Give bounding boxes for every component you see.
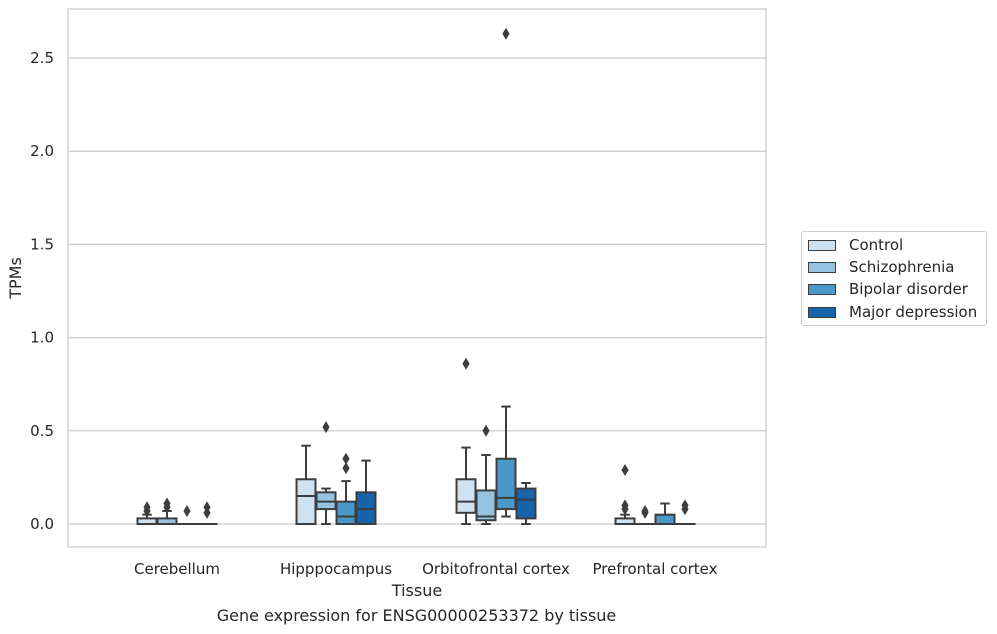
outlier-marker	[681, 499, 689, 512]
box	[335, 500, 357, 525]
legend-item-bipolar-disorder: Bipolar disorder	[808, 279, 968, 299]
x-tick-label: Hipppocampus	[280, 560, 392, 578]
box-group	[515, 481, 537, 525]
gridlines	[68, 57, 766, 525]
outlier-marker	[621, 463, 629, 476]
outlier-marker	[163, 497, 171, 510]
plot-area-frame	[67, 8, 767, 548]
legend-label-major-depression: Major depression	[849, 303, 978, 321]
legend: Control Schizophrenia Bipolar disorder M…	[801, 231, 987, 326]
outlier-marker	[322, 421, 330, 434]
legend-swatch-control	[808, 239, 836, 251]
box-group	[654, 502, 676, 525]
outlier-marker	[183, 504, 191, 517]
y-tick-label: 0.5	[30, 422, 54, 440]
box-group	[495, 27, 517, 518]
box	[515, 487, 537, 520]
box-group	[156, 497, 178, 526]
y-tick-label: 1.0	[30, 329, 54, 347]
x-tick-label: Prefrontal cortex	[593, 560, 718, 578]
box-group	[614, 463, 636, 526]
legend-label-control: Control	[849, 236, 904, 254]
y-tick-label: 0.0	[30, 515, 54, 533]
box-group	[455, 357, 477, 525]
legend-label-schizophrenia: Schizophrenia	[849, 258, 955, 276]
box-group	[634, 504, 656, 526]
outlier-marker	[621, 499, 629, 512]
box-group	[674, 499, 696, 526]
box-group	[355, 459, 377, 526]
y-tick-label: 2.5	[30, 49, 54, 67]
box	[455, 478, 477, 514]
x-tick-label: Orbitofrontal cortex	[422, 560, 570, 578]
chart-caption: Gene expression for ENSG00000253372 by t…	[216, 606, 617, 625]
legend-swatch-major-depression	[808, 306, 836, 318]
legend-item-control: Control	[808, 235, 903, 255]
box-group	[295, 444, 317, 526]
legend-swatch-schizophrenia	[808, 261, 836, 273]
outlier-marker	[482, 424, 490, 437]
boxes	[136, 27, 696, 526]
y-tick-labels: 0.0 0.5 1.0 1.5 2.0 2.5	[30, 49, 54, 533]
box-group	[196, 501, 218, 526]
box-group	[136, 501, 158, 526]
box	[495, 457, 517, 511]
outlier-marker	[502, 27, 510, 40]
box	[295, 478, 317, 526]
outlier-marker	[143, 501, 151, 514]
x-tick-labels: Cerebellum Hipppocampus Orbitofrontal cort…	[134, 560, 718, 578]
box-group	[335, 452, 357, 525]
outlier-marker	[342, 452, 350, 465]
outlier-marker	[342, 462, 350, 475]
x-axis-label: Tissue	[391, 581, 442, 600]
legend-item-schizophrenia: Schizophrenia	[808, 257, 954, 277]
outlier-marker	[462, 357, 470, 370]
outlier-marker	[203, 501, 211, 514]
legend-label-bipolar-disorder: Bipolar disorder	[849, 280, 968, 298]
x-tick-label: Cerebellum	[134, 560, 220, 578]
legend-item-major-depression: Major depression	[808, 302, 977, 322]
box-group	[315, 421, 337, 525]
y-tick-label: 1.5	[30, 235, 54, 253]
box	[654, 513, 676, 525]
y-axis-label: TPMs	[6, 257, 25, 300]
outlier-marker	[641, 504, 649, 517]
box-group	[176, 504, 198, 526]
box-group	[475, 424, 497, 525]
legend-swatch-bipolar-disorder	[808, 283, 836, 295]
y-tick-label: 2.0	[30, 142, 54, 160]
